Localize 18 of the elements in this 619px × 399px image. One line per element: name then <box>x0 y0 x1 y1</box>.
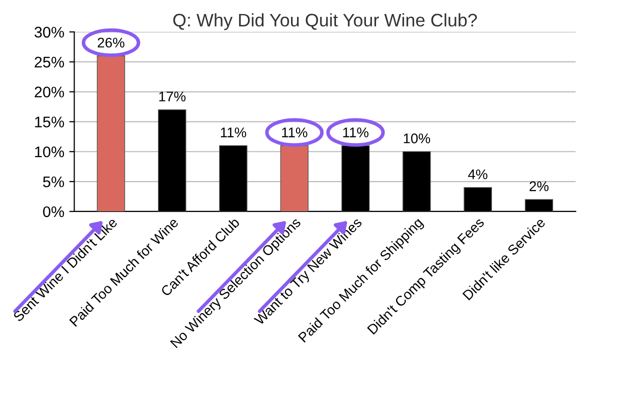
y-tick-label: 20% <box>34 86 64 98</box>
data-label: 11% <box>220 128 246 138</box>
y-tick-label: 30% <box>34 26 64 38</box>
y-tick-label: 15% <box>35 116 64 128</box>
chart-title: Q: Why Did You Quit Your Wine Club? <box>173 13 477 30</box>
data-label: 2% <box>530 181 549 192</box>
y-tick-label: 5% <box>43 176 64 188</box>
bar <box>96 56 126 212</box>
data-label: 26% <box>98 38 124 48</box>
data-label: 10% <box>404 133 430 144</box>
data-label: 17% <box>159 92 186 102</box>
data-label: 11% <box>343 128 368 138</box>
y-tick-label: 0% <box>43 206 64 218</box>
data-label: 4% <box>468 169 488 180</box>
y-tick-label: 25% <box>34 56 64 68</box>
bar <box>280 145 309 212</box>
data-label: 11% <box>282 128 308 138</box>
y-tick-label: 10% <box>35 146 64 158</box>
